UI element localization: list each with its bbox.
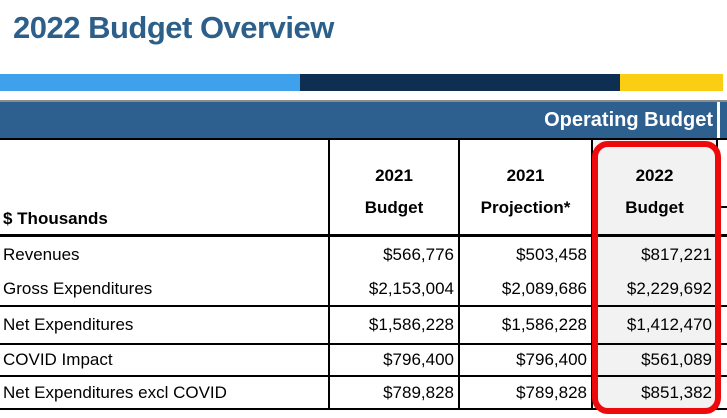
- column-header-type: Budget: [625, 198, 684, 217]
- table-section-header-bar: Operating Budget: [0, 102, 727, 138]
- covid-impact-2021-budget: $796,400: [330, 345, 460, 377]
- cropped-column-stub: [718, 307, 727, 345]
- cropped-column-stub: [718, 272, 727, 307]
- gross-expenditures-2022-budget: $2,229,692: [593, 272, 718, 307]
- net-expenditures-2021-projection: $1,586,228: [460, 307, 593, 345]
- stripe-segment-lightblue: [0, 74, 300, 91]
- column-header-year: 2021: [506, 166, 545, 185]
- net-expenditures-2021-budget: $1,586,228: [330, 307, 460, 345]
- column-header-type: Projection*: [480, 198, 571, 217]
- column-header-2021-budget: 2021 Budget: [330, 140, 460, 237]
- stripe-segment-yellow: [620, 74, 723, 91]
- row-label-covid-impact: COVID Impact: [0, 345, 330, 377]
- cropped-column-stub: [718, 237, 727, 272]
- row-label-gross-expenditures: Gross Expenditures: [0, 272, 330, 307]
- row-label-revenues: Revenues: [0, 237, 330, 272]
- net-expenditures-excl-covid-2022-budget: $851,382: [593, 377, 718, 410]
- covid-impact-2021-projection: $796,400: [460, 345, 593, 377]
- cropped-column-stub: [718, 377, 727, 410]
- stripe-segment-navy: [300, 74, 620, 91]
- column-header-type: Budget: [364, 198, 424, 217]
- row-label-net-expenditures: Net Expenditures: [0, 307, 330, 345]
- net-expenditures-excl-covid-2021-projection: $789,828: [460, 377, 593, 410]
- gross-expenditures-2021-projection: $2,089,686: [460, 272, 593, 307]
- decorative-stripe: [0, 74, 727, 91]
- cropped-column-stub: [718, 140, 727, 237]
- operating-budget-table: $ Thousands 2021 Budget 2021 Projection*…: [0, 138, 727, 410]
- covid-impact-2022-budget: $561,089: [593, 345, 718, 377]
- net-expenditures-excl-covid-2021-budget: $789,828: [330, 377, 460, 410]
- column-header-year: 2022: [635, 166, 674, 185]
- row-label-net-expenditures-excl-covid: Net Expenditures excl COVID: [0, 377, 330, 410]
- page-title: 2022 Budget Overview: [13, 10, 334, 45]
- revenues-2021-budget: $566,776: [330, 237, 460, 272]
- unit-label-cell: $ Thousands: [0, 140, 330, 237]
- gross-expenditures-2021-budget: $2,153,004: [330, 272, 460, 307]
- revenues-2021-projection: $503,458: [460, 237, 593, 272]
- column-header-2021-projection: 2021 Projection*: [460, 140, 593, 237]
- table-top-divider: [0, 100, 727, 102]
- cropped-column-row-line: [719, 206, 727, 208]
- column-header-year: 2021: [375, 166, 413, 185]
- column-header-2022-budget: 2022 Budget: [593, 140, 718, 237]
- cropped-column-stub: [718, 345, 727, 377]
- section-divider: [717, 102, 720, 138]
- net-expenditures-2022-budget: $1,412,470: [593, 307, 718, 345]
- revenues-2022-budget: $817,221: [593, 237, 718, 272]
- section-header-label: Operating Budget: [544, 109, 713, 131]
